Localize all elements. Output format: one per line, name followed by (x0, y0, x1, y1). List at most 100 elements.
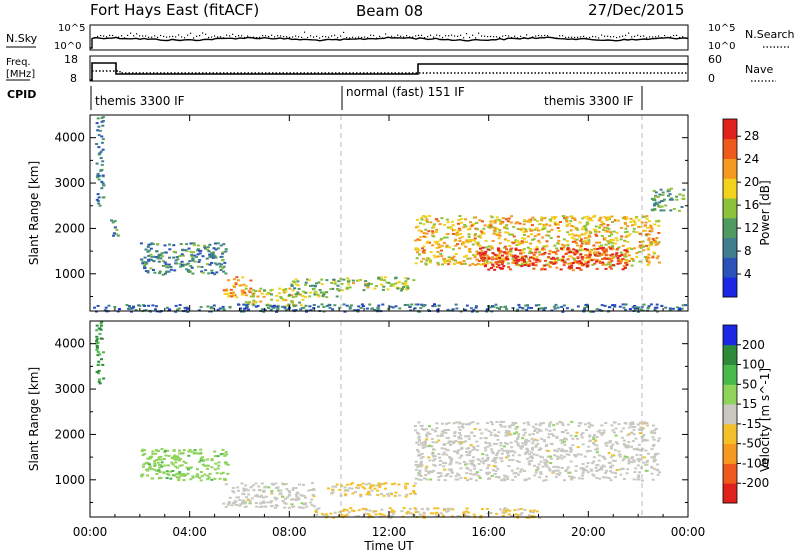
data-cell (594, 252, 598, 255)
data-cell (146, 468, 150, 471)
data-cell (560, 448, 564, 451)
data-cell (611, 256, 615, 259)
data-cell (460, 425, 464, 428)
data-cell (507, 513, 511, 516)
data-cell (430, 437, 434, 440)
data-cell (242, 489, 246, 492)
data-cell (245, 496, 249, 499)
data-cell (489, 306, 493, 309)
data-cell (543, 458, 547, 461)
data-cell (507, 425, 511, 428)
data-cell (164, 270, 168, 273)
data-cell (191, 258, 195, 261)
data-cell (557, 239, 561, 242)
noise-search-point (442, 37, 444, 39)
data-cell (284, 308, 288, 311)
data-cell (612, 230, 616, 233)
data-cell (437, 439, 441, 442)
data-cell (521, 442, 525, 445)
data-cell (219, 244, 223, 247)
data-cell (235, 296, 239, 299)
data-cell (597, 469, 601, 472)
noise-search-point (376, 37, 378, 39)
data-cell (564, 470, 568, 472)
noise-search-point (439, 35, 441, 37)
data-cell (468, 422, 472, 425)
data-cell (433, 305, 437, 308)
data-cell (627, 460, 631, 463)
data-cell (325, 279, 329, 282)
data-cell (98, 129, 102, 132)
data-cell (490, 216, 494, 219)
data-cell (350, 482, 354, 485)
data-cell (647, 260, 651, 263)
data-cell (453, 240, 457, 242)
data-cell (646, 264, 650, 266)
data-cell (211, 256, 215, 259)
data-cell (651, 209, 655, 212)
data-cell (458, 247, 461, 250)
data-cell (544, 244, 548, 247)
data-cell (335, 483, 339, 486)
data-cell (638, 471, 641, 474)
data-cell (650, 197, 654, 200)
data-cell (262, 501, 266, 504)
data-cell (491, 256, 495, 259)
data-cell (455, 450, 459, 453)
data-cell (625, 230, 629, 233)
noise-search-point (232, 33, 234, 35)
data-cell (474, 216, 478, 219)
data-cell (579, 262, 583, 265)
data-cell (499, 306, 503, 308)
data-cell (557, 466, 561, 469)
data-cell (211, 251, 215, 254)
data-cell (496, 260, 500, 263)
data-cell (214, 462, 218, 465)
data-cell (441, 263, 444, 266)
noise-search-point (205, 33, 207, 35)
data-cell (528, 252, 532, 255)
data-cell (607, 477, 611, 479)
data-cell (256, 495, 260, 498)
data-cell (237, 496, 241, 499)
data-cell (522, 248, 526, 251)
data-cell (428, 470, 431, 473)
data-cell (484, 428, 488, 431)
data-cell (102, 377, 106, 380)
data-cell (420, 216, 424, 219)
noise-search-point (280, 35, 282, 37)
data-cell (147, 243, 151, 246)
data-cell (534, 445, 538, 448)
noise-search-point (241, 35, 243, 37)
noise-search-point (493, 36, 495, 38)
noise-search-point (109, 34, 111, 36)
data-cell (495, 306, 499, 309)
data-cell (624, 446, 628, 449)
data-cell (624, 227, 628, 230)
data-cell (603, 256, 607, 259)
data-cell (101, 363, 105, 366)
data-cell (419, 457, 423, 460)
data-cell (627, 260, 631, 263)
data-cell (242, 310, 246, 313)
data-cell (169, 477, 173, 480)
data-cell (505, 258, 509, 261)
data-cell (193, 254, 197, 257)
data-cell (552, 434, 555, 437)
data-cell (217, 262, 221, 265)
data-cell (170, 461, 174, 464)
data-cell (481, 453, 485, 456)
data-cell (569, 450, 573, 453)
data-cell (425, 478, 429, 481)
data-cell (413, 425, 417, 428)
data-cell (508, 459, 512, 461)
noise-search-point (580, 36, 582, 38)
data-cell (400, 510, 404, 513)
data-cell (224, 461, 228, 464)
data-cell (645, 459, 649, 462)
data-cell (583, 239, 587, 242)
data-cell (635, 255, 639, 258)
data-cell (445, 218, 449, 221)
data-cell (624, 231, 627, 234)
data-cell (331, 287, 335, 290)
